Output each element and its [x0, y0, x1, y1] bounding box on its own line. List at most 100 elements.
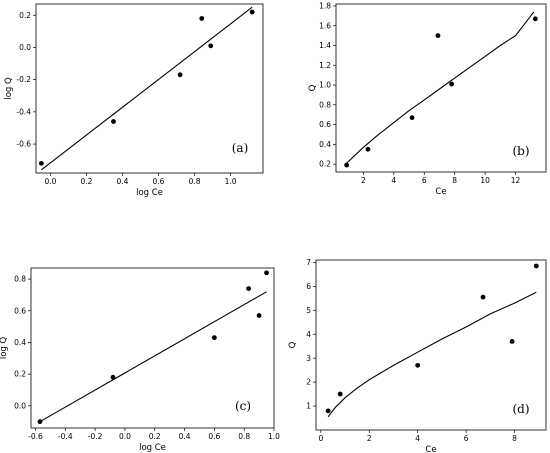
data-point — [110, 374, 116, 380]
x-tick-label: 1.0 — [225, 177, 237, 186]
y-tick-label: 0.2 — [19, 11, 31, 20]
x-axis-label: log Ce — [139, 443, 166, 453]
y-axis-label: Q — [288, 341, 298, 348]
x-tick-label: 0.0 — [44, 177, 56, 186]
y-tick-label: 1.8 — [319, 2, 331, 11]
y-tick-label: 0.8 — [319, 100, 331, 109]
x-tick-label: 10 — [480, 176, 490, 185]
data-point — [532, 16, 538, 22]
data-point — [415, 362, 421, 368]
panel-label: (b) — [512, 144, 529, 158]
axes-frame — [30, 267, 275, 429]
x-tick-label: 8 — [512, 434, 517, 443]
data-point — [435, 33, 441, 39]
y-tick-label: 1.6 — [319, 21, 331, 30]
x-tick-label: 12 — [511, 176, 521, 185]
x-tick-label: 8 — [452, 176, 457, 185]
y-tick-label: 0.0 — [14, 401, 26, 410]
x-tick-label: 0.4 — [117, 177, 129, 186]
panel-label: (a) — [232, 141, 249, 155]
x-tick-label: 1.0 — [268, 432, 280, 441]
data-point — [409, 115, 415, 121]
panel-a: 0.0 0.2 0.4 0.6 0.8 1.0 -0.6 -0.4 -0.2 0.0 0.2 log … — [4, 3, 264, 198]
x-axis-label: Ce — [435, 187, 446, 197]
y-tick-label: 7 — [306, 258, 311, 267]
data-point — [211, 335, 217, 341]
y-tick-label: 0.2 — [319, 160, 331, 169]
panel-c: -0.6 -0.4 -0.2 0.0 0.2 0.4 0.6 0.8 1.0 0.0 0.2 0.4 0… — [0, 267, 280, 453]
y-tick-label: 2 — [306, 378, 311, 387]
y-axis-label: Q — [308, 84, 318, 91]
axes-frame — [335, 3, 547, 173]
data-point — [208, 43, 214, 49]
y-tick-label: 6 — [306, 282, 311, 291]
y-tick-label: 1.0 — [319, 81, 331, 90]
panel-label: (d) — [512, 402, 529, 416]
x-tick-label: 2 — [367, 434, 372, 443]
fit-curve — [346, 11, 535, 164]
data-point — [509, 339, 515, 344]
data-point — [337, 391, 343, 397]
y-tick-label: 0.6 — [319, 120, 331, 129]
x-tick-label: 0.8 — [189, 177, 201, 186]
x-tick-label: 0 — [318, 434, 323, 443]
panel-label: (c) — [235, 399, 251, 413]
data-point — [264, 270, 269, 276]
x-tick-label: -0.6 — [28, 432, 43, 441]
fit-line — [39, 291, 267, 423]
panel-d: 0 2 4 6 8 1 2 3 4 5 6 7 Ce Q (d) — [288, 258, 547, 453]
x-tick-label: 0.4 — [179, 432, 191, 441]
y-tick-label: -0.2 — [16, 75, 31, 84]
data-point — [344, 162, 350, 168]
x-axis-label: log Ce — [136, 188, 163, 198]
data-point — [177, 72, 183, 78]
y-tick-label: 0.8 — [14, 275, 26, 284]
x-tick-label: 0.6 — [153, 177, 165, 186]
data-point — [365, 146, 371, 152]
data-point — [199, 16, 205, 21]
x-tick-label: 4 — [415, 434, 420, 443]
y-tick-label: 0.0 — [19, 43, 31, 52]
axes-frame — [315, 259, 547, 431]
x-tick-label: 6 — [464, 434, 469, 443]
data-point — [533, 263, 539, 269]
panel-b: 2 4 6 8 10 12 0.2 0.4 0.6 0.8 1.0 1.2 1.4 1.6 1.8 Ce Q (b… — [308, 2, 547, 197]
data-point — [246, 286, 252, 291]
y-tick-label: 1 — [306, 402, 311, 411]
data-point — [449, 81, 455, 87]
y-tick-label: -0.4 — [16, 107, 31, 116]
data-point — [111, 119, 116, 124]
y-tick-label: 3 — [306, 354, 311, 363]
x-tick-label: 0.6 — [208, 432, 220, 441]
data-point — [249, 9, 255, 15]
y-tick-label: 1.4 — [319, 41, 331, 50]
y-tick-label: 4 — [306, 330, 311, 339]
x-tick-label: 0.8 — [238, 432, 250, 441]
x-tick-label: 0.2 — [149, 432, 161, 441]
fit-curve — [327, 291, 537, 418]
data-point — [325, 408, 331, 414]
data-point — [37, 419, 43, 425]
x-tick-label: -0.2 — [88, 432, 103, 441]
x-tick-label: -0.4 — [58, 432, 73, 441]
y-tick-label: 5 — [306, 306, 311, 315]
y-tick-label: 1.2 — [319, 61, 331, 70]
x-tick-label: 2 — [361, 176, 366, 185]
y-tick-label: 0.6 — [14, 306, 26, 315]
y-axis-label: log Q — [4, 77, 14, 100]
x-tick-label: 0.2 — [80, 177, 92, 186]
axes-frame — [35, 3, 264, 174]
y-axis-label: log Q — [0, 337, 9, 360]
x-tick-label: 0.0 — [119, 432, 131, 441]
x-tick-label: 6 — [422, 176, 427, 185]
y-tick-label: -0.6 — [16, 140, 31, 149]
y-tick-label: 0.2 — [14, 370, 26, 379]
data-point — [256, 313, 262, 318]
data-point — [39, 160, 44, 166]
y-tick-label: 0.4 — [319, 140, 331, 149]
x-axis-label: Ce — [425, 445, 436, 453]
fit-line — [41, 6, 253, 171]
data-point — [480, 294, 486, 300]
y-tick-label: 0.4 — [14, 338, 26, 347]
